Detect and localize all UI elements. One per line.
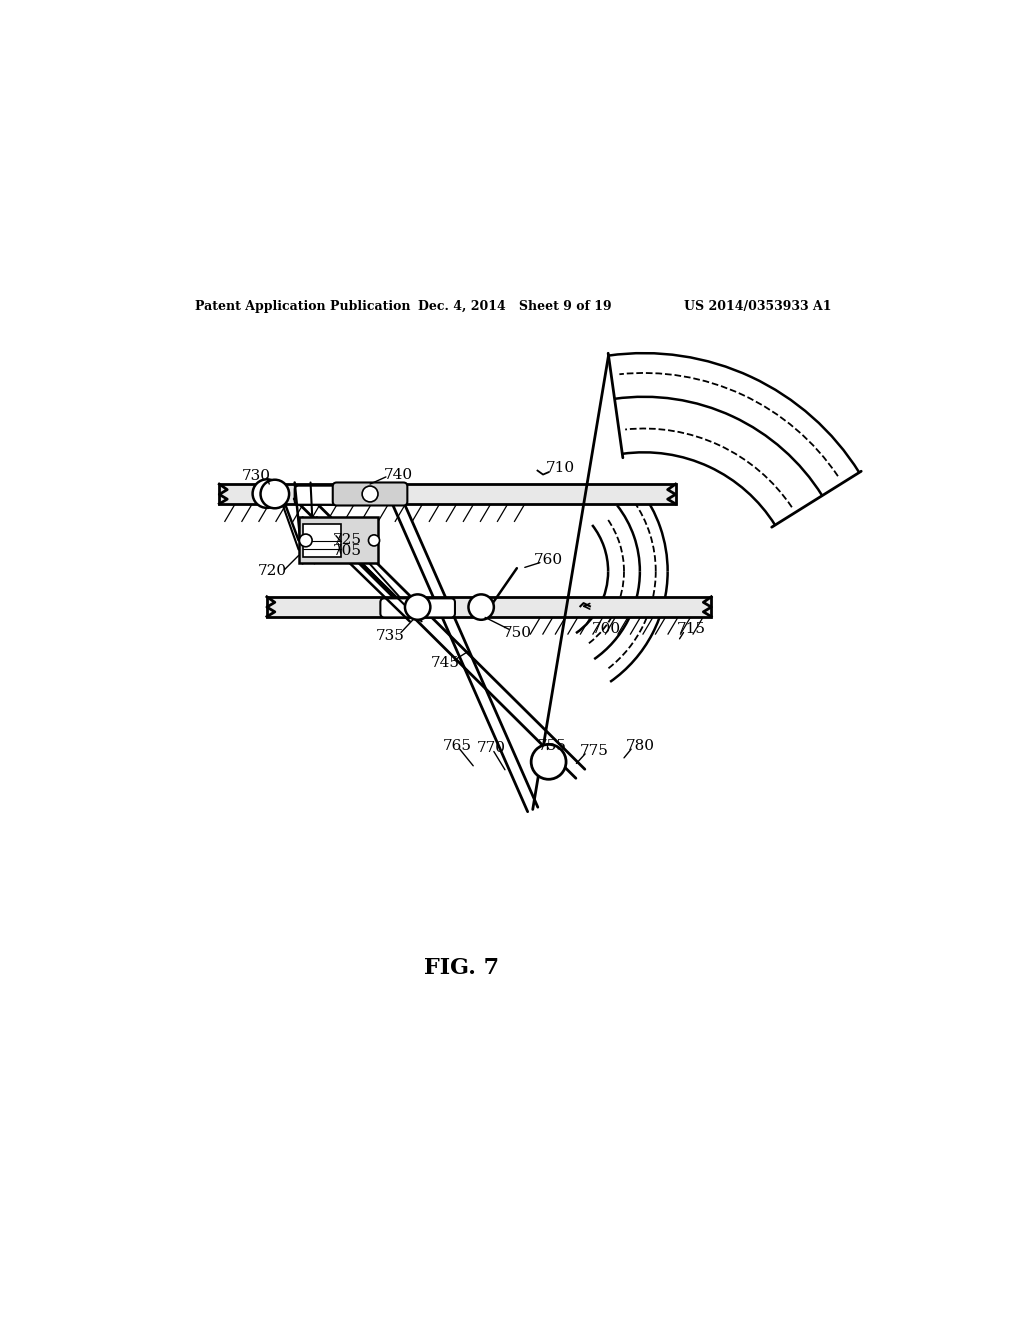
- Text: 750: 750: [503, 626, 531, 640]
- Circle shape: [362, 486, 378, 502]
- Bar: [303, 524, 341, 557]
- Text: 730: 730: [242, 469, 271, 483]
- Text: 775: 775: [581, 743, 609, 758]
- Circle shape: [369, 535, 380, 546]
- FancyBboxPatch shape: [295, 486, 354, 504]
- FancyBboxPatch shape: [380, 598, 455, 618]
- Text: 715: 715: [677, 622, 706, 635]
- Text: 725: 725: [333, 533, 361, 548]
- Circle shape: [404, 594, 430, 620]
- Circle shape: [531, 744, 566, 779]
- Text: 760: 760: [535, 553, 563, 568]
- Text: Patent Application Publication: Patent Application Publication: [196, 300, 411, 313]
- Text: 720: 720: [258, 565, 287, 578]
- Text: 765: 765: [442, 739, 472, 752]
- Circle shape: [299, 535, 312, 546]
- Text: Dec. 4, 2014   Sheet 9 of 19: Dec. 4, 2014 Sheet 9 of 19: [418, 300, 611, 313]
- Text: 740: 740: [383, 467, 413, 482]
- Text: 770: 770: [477, 742, 506, 755]
- Text: FIG. 7: FIG. 7: [424, 957, 499, 979]
- Text: US 2014/0353933 A1: US 2014/0353933 A1: [684, 300, 831, 313]
- Text: 700: 700: [592, 622, 622, 635]
- Text: 780: 780: [626, 739, 654, 752]
- Text: 705: 705: [333, 544, 361, 558]
- Text: 735: 735: [376, 630, 404, 643]
- Circle shape: [260, 479, 289, 508]
- Circle shape: [253, 479, 282, 508]
- Text: 745: 745: [431, 656, 460, 669]
- Bar: [299, 517, 378, 564]
- Bar: [219, 484, 676, 504]
- Circle shape: [468, 594, 494, 620]
- FancyBboxPatch shape: [333, 483, 408, 506]
- Text: 710: 710: [546, 461, 575, 475]
- Bar: [267, 597, 712, 616]
- Text: 755: 755: [539, 739, 567, 752]
